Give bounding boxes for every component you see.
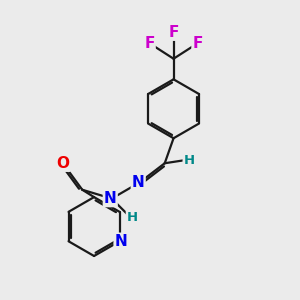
Text: N: N: [104, 191, 117, 206]
Text: H: H: [184, 154, 195, 167]
Text: F: F: [144, 37, 154, 52]
Text: N: N: [132, 175, 145, 190]
Text: N: N: [115, 234, 128, 249]
Text: O: O: [57, 156, 70, 171]
Text: H: H: [127, 211, 138, 224]
Text: F: F: [193, 37, 203, 52]
Text: F: F: [168, 25, 179, 40]
